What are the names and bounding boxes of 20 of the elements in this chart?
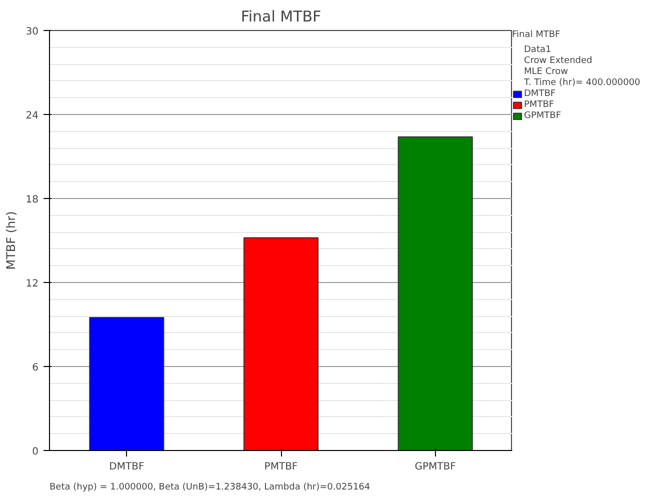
chart-title: Final MTBF: [240, 8, 322, 26]
legend-label: PMTBF: [524, 100, 554, 110]
legend-label: GPMTBF: [524, 111, 562, 121]
y-tick-label: 30: [26, 26, 39, 38]
y-tick-label: 24: [26, 110, 39, 122]
text: MLE Crow: [524, 67, 568, 77]
text: Beta (hyp) = 1.000000, Beta (UnB)=1.238430, Lambda (hr)=0.025164: [50, 482, 370, 492]
x-tick-label: DMTBF: [109, 462, 144, 472]
y-axis-title: MTBF (hr): [4, 211, 18, 270]
legend-title: Final MTBF: [512, 30, 562, 40]
y-tick-label: 12: [26, 278, 39, 290]
legend-label: DMTBF: [524, 89, 556, 99]
y-tick-label: 0: [32, 446, 39, 458]
y-tick-label: 18: [26, 194, 39, 206]
y-tick-label: 6: [32, 362, 39, 374]
text: Data1: [524, 45, 552, 55]
x-tick-label: GPMTBF: [414, 462, 456, 472]
text: T. Time (hr)= 400.000000: [524, 78, 640, 88]
x-tick-label: PMTBF: [264, 462, 298, 472]
text: Crow Extended: [524, 56, 592, 66]
